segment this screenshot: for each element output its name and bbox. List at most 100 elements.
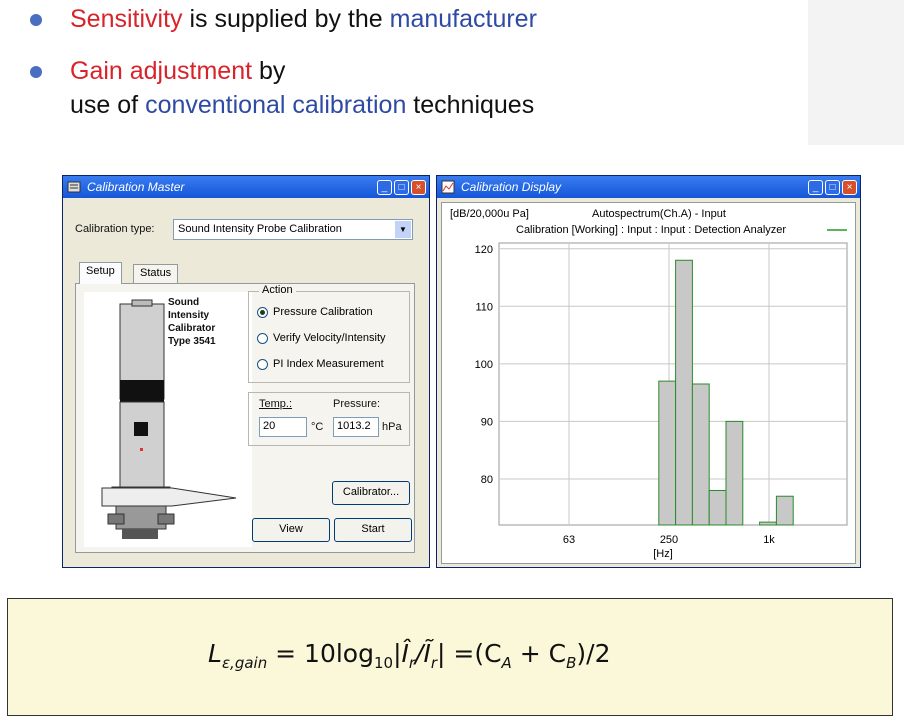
radio-pi-index[interactable]: PI Index Measurement: [257, 358, 384, 370]
tab-setup[interactable]: Setup: [79, 262, 122, 284]
calibrator-button-label: Calibrator...: [342, 486, 400, 498]
probe-image: Sound Intensity Calibrator Type 3541: [84, 292, 252, 547]
bullet-dot: [30, 14, 42, 26]
spectrum-bar: [708, 489, 727, 526]
formula-part: /Ĩ: [415, 639, 431, 668]
start-button-label: Start: [361, 523, 385, 535]
formula-part: ε,gain: [221, 654, 268, 672]
probe-caption: Sound Intensity Calibrator Type 3541: [168, 296, 216, 348]
bullet-text: by: [252, 57, 286, 85]
probe-line: Intensity: [168, 310, 210, 321]
spectrum-chart: [dB/20,000u Pa] Autospectrum(Ch.A) - Inp…: [450, 208, 848, 560]
x-tick-label: 1k: [763, 534, 775, 546]
radio-label: PI Index Measurement: [273, 358, 384, 370]
chart-area[interactable]: [dB/20,000u Pa] Autospectrum(Ch.A) - Inp…: [441, 202, 856, 564]
probe-line: Sound: [168, 297, 200, 308]
formula-part: r: [430, 654, 437, 672]
pressure-input[interactable]: 1013.2: [333, 417, 379, 437]
temp-value: 20: [263, 420, 276, 432]
spectrum-bar: [725, 420, 744, 526]
calibration-display-window: Calibration Display _ □ × [dB/20,000u Pa…: [436, 175, 861, 568]
calibration-master-window: Calibration Master _ □ × Calibration typ…: [62, 175, 430, 568]
y-tick-label: 110: [475, 301, 493, 313]
tab-status[interactable]: Status: [133, 264, 179, 284]
formula-part: = 10log: [267, 639, 374, 668]
radio-selected-icon[interactable]: [257, 306, 268, 318]
pressure-value: 1013.2: [337, 420, 371, 432]
temp-label: Temp.:: [259, 398, 293, 410]
formula-part: 10: [373, 654, 394, 672]
sensitivity-term: Sensitivity: [70, 5, 183, 33]
temp-pressure-group: Temp.: Pressure: 20 °C 1013.2 hPa: [248, 392, 410, 446]
calibration-type-select[interactable]: Sound Intensity Probe Calibration ▼: [173, 219, 413, 240]
minimize-icon[interactable]: _: [808, 179, 823, 195]
calibration-type-value: Sound Intensity Probe Calibration: [178, 223, 342, 235]
setup-panel: Sound Intensity Calibrator Type 3541 Act…: [75, 283, 415, 553]
radio-pressure-calibration[interactable]: Pressure Calibration: [257, 306, 373, 318]
y-tick-label: 90: [481, 416, 493, 428]
probe-line: Type 3541: [168, 336, 216, 347]
close-icon[interactable]: ×: [842, 179, 857, 195]
spectrum-bar: [675, 259, 693, 526]
formula-part: L: [208, 639, 222, 668]
view-button[interactable]: View: [252, 518, 330, 542]
spectrum-label: Autospectrum(Ch.A) - Input: [592, 208, 726, 220]
y-tick-label: 100: [475, 359, 493, 371]
pressure-label: Pressure:: [333, 398, 381, 410]
calibration-display-titlebar[interactable]: Calibration Display _ □ ×: [437, 176, 860, 198]
spectrum-bar: [775, 495, 794, 526]
formula-part: B: [566, 654, 577, 672]
window-title: Calibration Master: [87, 180, 185, 194]
formula-box: Lε,gain = 10log10|Îr/Ĩr| =(CA + CB)/2: [7, 598, 893, 716]
close-icon[interactable]: ×: [411, 179, 426, 195]
bullet-text: use of: [70, 91, 146, 119]
formula-part: | =(C: [437, 639, 502, 668]
x-tick-label: 63: [563, 534, 575, 546]
y-tick-label: 120: [475, 244, 493, 256]
conventional-calibration-term: conventional calibration: [145, 91, 407, 119]
spectrum-bar: [658, 380, 677, 526]
tab-status-label: Status: [140, 267, 172, 279]
bullet-text: techniques: [406, 91, 535, 119]
minimize-icon[interactable]: _: [377, 179, 392, 195]
maximize-icon[interactable]: □: [825, 179, 840, 195]
bullet-text: is supplied by the: [182, 5, 390, 33]
view-button-label: View: [279, 523, 303, 535]
start-button[interactable]: Start: [334, 518, 412, 542]
window-title: Calibration Display: [461, 180, 562, 194]
chevron-down-icon[interactable]: ▼: [395, 221, 411, 238]
radio-label: Verify Velocity/Intensity: [273, 332, 386, 344]
action-legend: Action: [259, 284, 296, 296]
legend-label: Calibration [Working] : Input : Input : …: [516, 224, 786, 236]
radio-verify-velocity[interactable]: Verify Velocity/Intensity: [257, 332, 386, 344]
maximize-icon[interactable]: □: [394, 179, 409, 195]
temp-unit: °C: [311, 421, 324, 433]
bullet-list: Sensitivity is supplied by the manufactu…: [20, 0, 850, 119]
calibration-type-label: Calibration type:: [75, 223, 155, 235]
bullet-sensitivity: Sensitivity is supplied by the manufactu…: [20, 2, 850, 36]
gain-adjustment-term: Gain adjustment: [70, 57, 253, 85]
bullet-dot: [30, 66, 42, 78]
x-tick-label: 250: [660, 534, 678, 546]
probe-line: Calibrator: [168, 323, 216, 334]
radio-icon[interactable]: [257, 358, 268, 370]
radio-icon[interactable]: [257, 332, 268, 344]
temp-input[interactable]: 20: [259, 417, 307, 437]
action-group: Action Pressure Calibration Verify Veloc…: [248, 284, 410, 383]
bullet-gain: Gain adjustment by use of conventional c…: [20, 54, 850, 122]
calibration-master-titlebar[interactable]: Calibration Master _ □ ×: [63, 176, 429, 198]
gain-formula: Lε,gain = 10log10|Îr/Ĩr| =(CA + CB)/2: [208, 639, 610, 672]
chart-app-icon: [441, 180, 455, 194]
spectrum-bar: [691, 383, 710, 526]
unit-label: [dB/20,000u Pa]: [450, 208, 529, 220]
background-shade: [808, 0, 904, 145]
tab-setup-label: Setup: [86, 265, 115, 277]
y-tick-label: 80: [481, 474, 493, 486]
formula-part: A: [501, 654, 512, 672]
calibrator-button[interactable]: Calibrator...: [332, 481, 410, 505]
formula-part: + C: [511, 639, 567, 668]
formula-part: |Î: [393, 639, 409, 668]
spectrum-bar: [759, 521, 777, 526]
probe-illustration: [101, 299, 237, 539]
formula-part: )/2: [576, 639, 611, 668]
